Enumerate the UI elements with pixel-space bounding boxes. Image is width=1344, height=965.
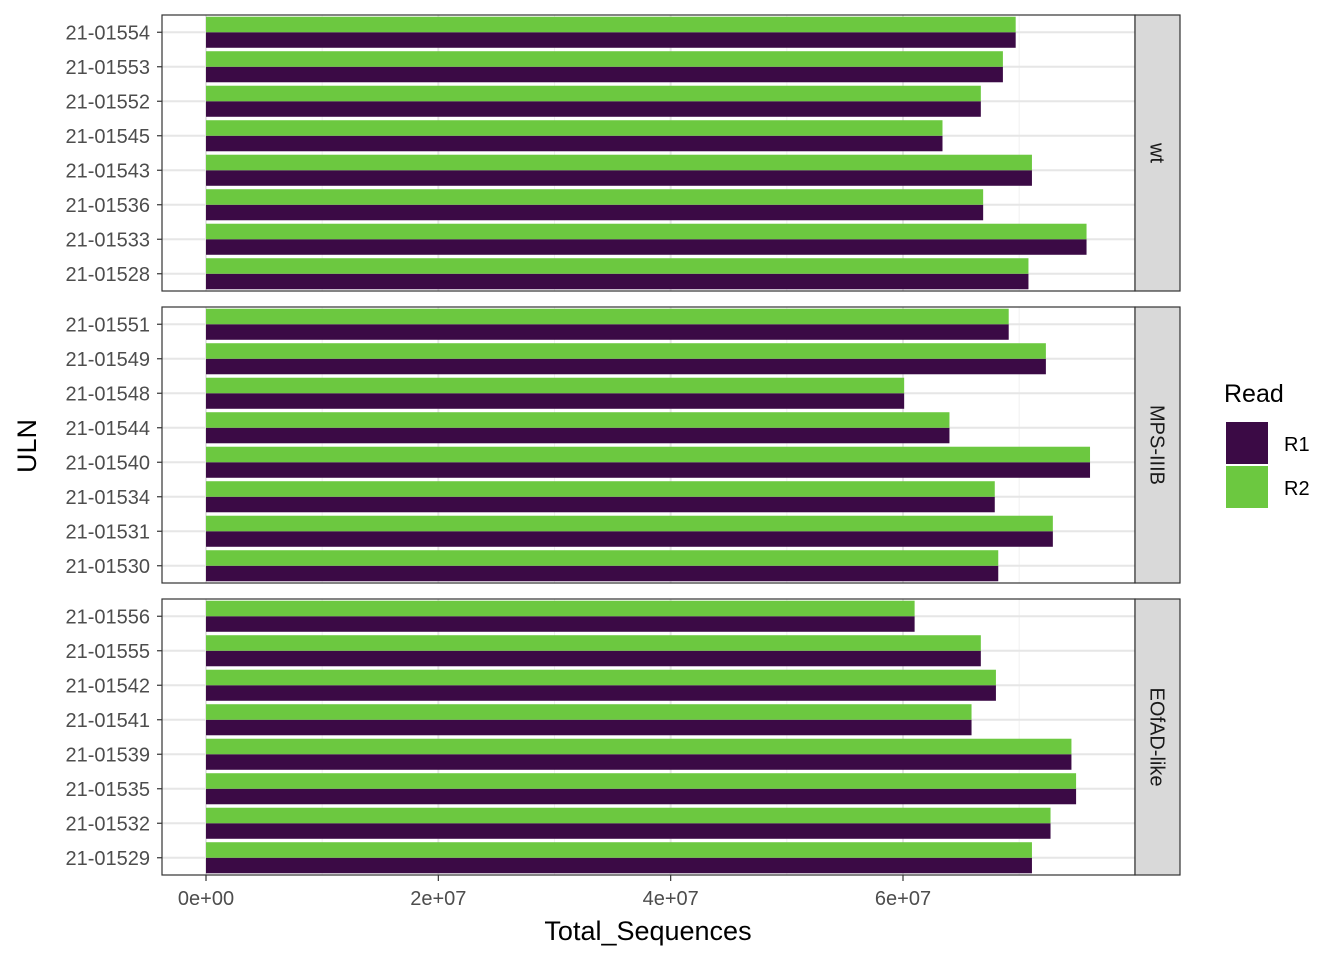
bar-R1-21-01531	[206, 531, 1053, 547]
bar-R2-21-01542	[206, 669, 996, 686]
panel-MPS-IIIB: 21-01551 21-01549 21-01548 21-01544 21-01540…	[65, 306, 1181, 584]
y-tick-label: 21-01555	[65, 641, 150, 663]
bar-R2-21-01533	[206, 223, 1087, 240]
bar-R1-21-01552	[206, 101, 981, 117]
bar-R2-21-01554	[206, 16, 1016, 33]
bar-R2-21-01541	[206, 704, 972, 720]
y-tick-label: 21-01533	[65, 229, 150, 251]
legend-title: Read	[1224, 380, 1284, 408]
bar-R1-21-01534	[206, 496, 995, 513]
bar-R1-21-01540	[206, 462, 1091, 478]
bar-R2-21-01536	[206, 189, 984, 205]
bar-R1-21-01528	[206, 273, 1029, 290]
bar-R1-21-01542	[206, 685, 996, 701]
bar-R2-21-01556	[206, 600, 915, 617]
x-axis-label: Total_Sequences	[544, 916, 751, 946]
y-tick-label: 21-01544	[65, 418, 150, 440]
legend-label-R1: R1	[1284, 434, 1310, 456]
y-tick-label: 21-01542	[65, 675, 150, 697]
bar-R2-21-01553	[206, 51, 1003, 67]
bar-R1-21-01544	[206, 427, 950, 444]
x-tick-label: 4e+07	[643, 888, 699, 910]
y-tick-label: 21-01556	[65, 606, 150, 628]
y-tick-label: 21-01532	[65, 813, 150, 835]
strip-background	[1134, 14, 1181, 292]
bar-R1-21-01532	[206, 823, 1051, 839]
panels: 21-01554 21-01553 21-01552 21-01545 21-01543…	[65, 14, 1181, 910]
panel-wt: 21-01554 21-01553 21-01552 21-01545 21-01543…	[65, 14, 1181, 292]
bar-R2-21-01548	[206, 377, 905, 394]
bar-R1-21-01553	[206, 66, 1003, 83]
y-tick-label: 21-01554	[65, 22, 150, 44]
y-tick-label: 21-01530	[65, 556, 150, 578]
bar-R1-21-01545	[206, 135, 943, 152]
bar-R2-21-01535	[206, 773, 1077, 789]
bar-R1-21-01539	[206, 754, 1072, 770]
bar-R2-21-01555	[206, 635, 981, 651]
bar-R2-21-01532	[206, 807, 1051, 824]
strip-label-EOfAD-like: EOfAD-like	[1146, 688, 1168, 787]
strip-label-MPS-IIIB: MPS-IIIB	[1146, 405, 1168, 485]
bar-R1-21-01549	[206, 358, 1046, 375]
bar-R1-21-01548	[206, 393, 905, 409]
bar-R1-21-01554	[206, 32, 1016, 48]
bar-R1-21-01543	[206, 170, 1032, 186]
y-tick-label: 21-01551	[65, 314, 150, 336]
bar-R1-21-01556	[206, 616, 915, 632]
bar-R1-21-01555	[206, 650, 981, 667]
bar-R2-21-01544	[206, 412, 950, 428]
bar-R2-21-01531	[206, 515, 1053, 532]
strip-background	[1134, 598, 1181, 876]
y-tick-label: 21-01543	[65, 160, 150, 182]
y-tick-label: 21-01552	[65, 91, 150, 113]
y-tick-label: 21-01529	[65, 848, 150, 870]
x-axis: 0e+00 2e+07 4e+07 6e+07	[178, 875, 931, 910]
strip-label-wt: wt	[1146, 142, 1168, 163]
bar-R1-21-01551	[206, 324, 1009, 340]
y-axis-label: ULN	[12, 419, 42, 473]
bar-R2-21-01528	[206, 258, 1029, 274]
bar-R1-21-01533	[206, 239, 1087, 255]
y-tick-label: 21-01528	[65, 264, 150, 286]
strip-background	[1134, 306, 1181, 584]
legend-key-R2	[1226, 466, 1268, 508]
legend-label-R2: R2	[1284, 478, 1310, 500]
bar-R2-21-01552	[206, 85, 981, 102]
legend-keys: R1 R2	[1226, 422, 1310, 508]
bar-R1-21-01536	[206, 204, 984, 221]
y-tick-label: 21-01539	[65, 744, 150, 766]
bar-R2-21-01539	[206, 738, 1072, 755]
y-tick-label: 21-01534	[65, 487, 150, 509]
bar-R2-21-01530	[206, 550, 999, 566]
y-tick-label: 21-01535	[65, 779, 150, 801]
bar-R2-21-01549	[206, 343, 1046, 359]
bar-R1-21-01529	[206, 857, 1032, 874]
x-tick-label: 6e+07	[875, 888, 931, 910]
bar-R2-21-01534	[206, 481, 995, 497]
bar-R2-21-01543	[206, 154, 1032, 171]
bar-R1-21-01541	[206, 719, 972, 736]
bar-R1-21-01535	[206, 788, 1077, 805]
y-tick-label: 21-01541	[65, 710, 150, 732]
y-tick-label: 21-01540	[65, 452, 150, 474]
x-tick-label: 0e+00	[178, 888, 234, 910]
bar-R2-21-01551	[206, 308, 1009, 325]
y-tick-label: 21-01531	[65, 521, 150, 543]
panel-EOfAD-like: 21-01556 21-01555 21-01542 21-01541 21-01539…	[65, 598, 1181, 876]
x-tick-label: 2e+07	[410, 888, 466, 910]
y-tick-label: 21-01553	[65, 57, 150, 79]
legend-key-R1	[1226, 422, 1268, 464]
bar-R1-21-01530	[206, 565, 999, 582]
bar-R2-21-01540	[206, 446, 1091, 463]
bar-R2-21-01529	[206, 842, 1032, 858]
y-tick-label: 21-01536	[65, 195, 150, 217]
bar-R2-21-01545	[206, 120, 943, 136]
y-tick-label: 21-01545	[65, 126, 150, 148]
y-tick-label: 21-01549	[65, 349, 150, 371]
y-tick-label: 21-01548	[65, 383, 150, 405]
